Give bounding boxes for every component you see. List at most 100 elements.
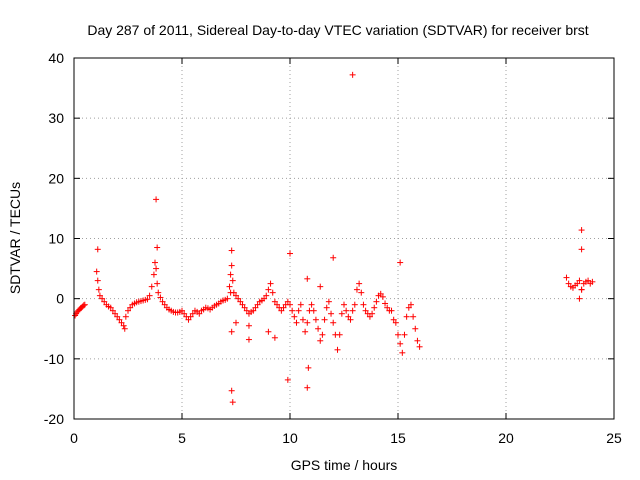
y-tick-label: -20 [44,411,64,427]
data-point [148,283,155,290]
data-point [252,304,259,311]
data-point [112,310,119,317]
data-point [330,254,337,261]
data-point [241,304,248,311]
data-point [121,325,128,332]
data-point [284,376,291,383]
data-point [181,310,188,317]
data-point [293,319,300,326]
data-point [401,331,408,338]
data-point [291,313,298,320]
data-point [233,319,239,326]
data-point [334,346,341,353]
x-tick-label: 5 [178,430,186,446]
data-point [287,301,293,308]
data-point [356,280,363,287]
data-point [405,304,412,311]
data-point [150,271,157,278]
data-point [304,275,311,282]
data-point [228,387,235,394]
data-point [94,277,101,284]
data-point [229,399,236,406]
data-point [196,310,203,317]
data-point [159,298,166,305]
data-point [576,277,583,284]
x-tick-label: 10 [282,430,298,446]
data-point [157,294,164,301]
data-point [245,322,252,329]
data-point [336,331,343,338]
data-point [295,307,302,314]
data-point [235,295,242,302]
data-point [274,301,281,308]
chart-title: Day 287 of 2011, Sidereal Day-to-day VTE… [87,22,588,38]
data-point [125,307,131,314]
axis-ticks: 0 5 10 15 20 25 -20 -10 0 10 20 30 40 [44,50,622,446]
data-point [302,328,309,335]
data-point [284,298,291,305]
data-point [146,292,153,299]
data-point [144,296,151,303]
data-point [250,307,257,314]
data-point [81,301,88,308]
y-tick-label: 10 [48,231,64,247]
x-axis-label: GPS time / hours [291,457,398,473]
data-point [379,293,386,300]
data-point [414,337,421,344]
data-point [565,280,572,287]
data-point [189,310,196,317]
data-point [416,343,423,350]
data-point [321,316,328,323]
data-point [319,331,326,338]
data-point [228,328,235,335]
data-point [95,286,102,293]
data-point [578,227,585,234]
data-point [226,283,233,290]
data-point [265,286,272,293]
data-point [185,316,192,323]
data-point [358,289,365,296]
data-point [397,340,404,347]
data-point [93,268,100,275]
data-point [271,298,278,305]
data-point [153,265,160,272]
data-point [80,302,87,309]
data-point [315,325,322,332]
data-point [328,310,335,317]
data-point [338,310,345,317]
data-point [384,304,391,311]
data-point [323,304,330,311]
data-point [305,364,312,371]
data-point [317,283,324,290]
data-point [127,304,134,311]
data-point [229,277,236,284]
x-tick-label: 0 [70,430,78,446]
data-point [101,298,108,305]
data-point [161,301,168,308]
data-point [308,301,315,308]
data-point [310,307,317,314]
data-point [390,316,397,323]
data-point [585,277,592,284]
data-point [243,307,250,314]
data-point [254,301,261,308]
y-tick-label: 40 [48,50,64,66]
data-point [289,307,296,314]
data-point [245,336,252,343]
data-point [362,307,369,314]
data-point [228,262,235,269]
data-point [366,313,373,320]
data-point [228,247,235,254]
data-point [325,298,332,305]
data-point [261,295,268,302]
data-point [96,292,103,299]
data-point [154,280,161,287]
data-point [574,280,581,287]
data-point [347,316,354,323]
data-point [388,307,395,314]
data-point [179,307,185,314]
data-point [392,319,399,326]
y-tick-label: 0 [56,291,64,307]
data-point [153,196,160,203]
